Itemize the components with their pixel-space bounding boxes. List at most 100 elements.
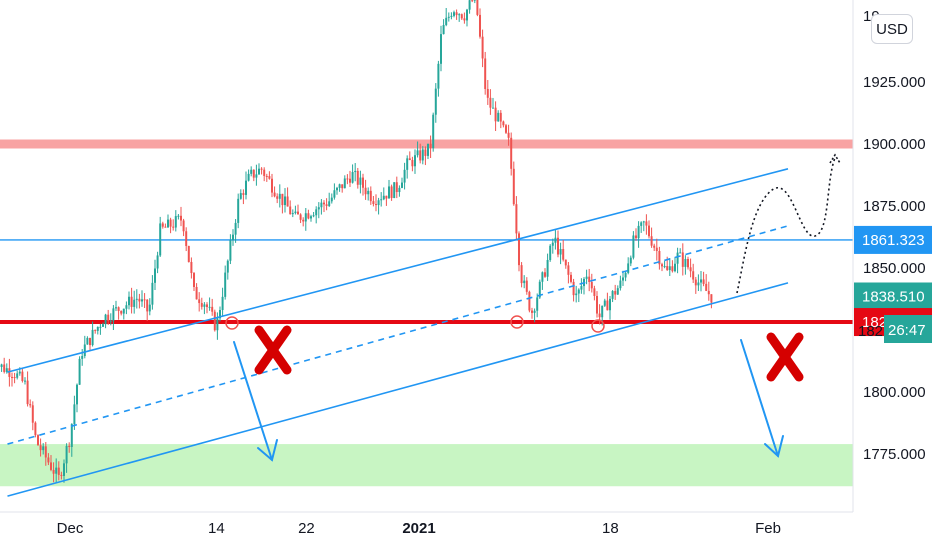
- candle-body: [231, 234, 234, 241]
- candle-body: [26, 380, 29, 405]
- candle-body: [538, 281, 541, 298]
- candle-body: [504, 125, 507, 133]
- candle-body: [569, 274, 572, 282]
- candle-body: [497, 112, 500, 122]
- candle-body: [676, 252, 679, 264]
- candle-body: [226, 260, 229, 273]
- candle-body: [153, 268, 156, 283]
- candle-body: [543, 272, 546, 277]
- candle-body: [8, 368, 11, 377]
- candle-body: [208, 306, 211, 308]
- partial-price-label: 182: [858, 323, 883, 340]
- candle-body: [530, 310, 533, 313]
- candle-body: [341, 184, 344, 189]
- candle-body: [104, 314, 107, 325]
- touch-circle: [510, 315, 524, 329]
- candle-body: [471, 0, 474, 2]
- candle-body: [47, 457, 50, 463]
- candle-body: [70, 424, 73, 447]
- candle-body: [88, 337, 91, 346]
- candle-body: [666, 266, 669, 271]
- candle-body: [668, 266, 671, 271]
- candle-body: [655, 247, 658, 251]
- candle-body: [156, 255, 159, 269]
- candle-body: [3, 364, 6, 372]
- candle-body: [73, 404, 76, 425]
- currency-button[interactable]: USD: [871, 14, 913, 44]
- candle-body: [159, 223, 162, 256]
- candle-body: [486, 88, 489, 98]
- candle-body: [406, 158, 409, 170]
- candle-body: [55, 467, 58, 474]
- candle-body: [216, 318, 219, 331]
- time-axis[interactable]: Dec 14 22 2021 18 Feb: [0, 511, 853, 537]
- candle-body: [416, 150, 419, 156]
- candle-body: [83, 344, 86, 357]
- candle-body: [707, 290, 710, 295]
- candle-body: [601, 305, 604, 318]
- candle-body: [426, 143, 429, 156]
- candle-body: [328, 201, 331, 206]
- candle-body: [221, 296, 224, 311]
- candle-body: [684, 259, 687, 267]
- candle-body: [541, 272, 544, 282]
- candle-body: [598, 313, 601, 318]
- candle-body: [320, 202, 323, 208]
- candle-body: [356, 170, 359, 185]
- candle-body: [94, 329, 97, 331]
- candle-body: [135, 298, 138, 300]
- candle-body: [44, 446, 47, 458]
- candle-body: [260, 168, 263, 170]
- candle-body: [169, 219, 172, 227]
- levels-layer: [0, 139, 853, 325]
- price-tick-label: 1875.000: [863, 198, 926, 215]
- price-tick-label: 1925.000: [863, 74, 926, 91]
- candle-body: [322, 202, 325, 205]
- candle-body: [252, 169, 255, 178]
- last-price-text: 1838.510: [862, 288, 925, 305]
- candle-body: [75, 384, 78, 405]
- candle-body: [380, 199, 383, 201]
- candle-body: [590, 281, 593, 289]
- candle-body: [567, 265, 570, 275]
- price-axis[interactable]: 1925.000 1900.000 1875.000 1850.000 1800.000…: [852, 0, 932, 512]
- level-price-badge: [854, 225, 932, 254]
- candle-body: [429, 143, 432, 149]
- candle-body: [133, 299, 136, 307]
- candles-layer: [0, 0, 713, 483]
- candle-body: [174, 216, 177, 228]
- channel-upper-line: [7, 168, 789, 373]
- candle-body: [658, 250, 661, 265]
- candle-body: [520, 265, 523, 284]
- candle-body: [647, 225, 650, 237]
- candle-body: [250, 169, 253, 174]
- candle-body: [172, 226, 175, 228]
- candle-body: [702, 279, 705, 284]
- candle-body: [185, 231, 188, 246]
- candle-body: [608, 298, 611, 311]
- candle-body: [164, 226, 167, 228]
- candle-body: [400, 182, 403, 188]
- candle-body: [107, 314, 110, 321]
- candle-body: [346, 178, 349, 180]
- price-tick-label: 1900.000: [863, 136, 926, 153]
- candle-body: [276, 196, 279, 199]
- candle-body: [114, 307, 117, 309]
- candle-body: [143, 299, 146, 301]
- candle-body: [632, 235, 635, 258]
- candle-body: [273, 192, 276, 197]
- candle-body: [31, 405, 34, 423]
- invalid-cross-mark: [254, 325, 292, 375]
- candle-body: [595, 295, 598, 314]
- candle-body: [640, 222, 643, 226]
- countdown-text: 26:47: [888, 322, 926, 339]
- candle-body: [242, 193, 245, 195]
- candle-body: [62, 463, 65, 476]
- candle-body: [403, 169, 406, 183]
- candle-body: [263, 169, 266, 176]
- channel-lower-line: [7, 282, 789, 497]
- candle-body: [473, 0, 476, 1]
- candle-body: [692, 271, 695, 280]
